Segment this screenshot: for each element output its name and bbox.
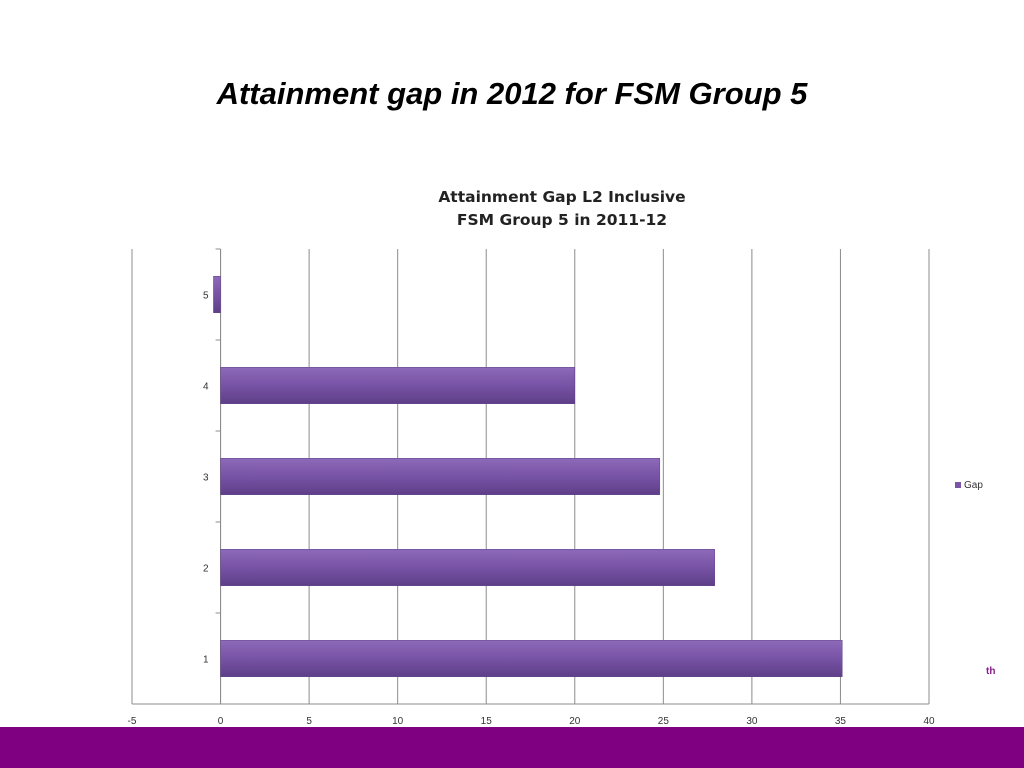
footer-band xyxy=(0,727,1024,768)
legend-label: Gap xyxy=(964,480,983,491)
x-tick-label: 35 xyxy=(835,716,847,727)
chart-title-line-1: Attainment Gap L2 Inclusive xyxy=(438,188,686,206)
y-tick-label: 5 xyxy=(203,291,209,302)
legend-swatch xyxy=(955,482,961,488)
chart-title-line-2: FSM Group 5 in 2011-12 xyxy=(456,211,668,229)
bar-1 xyxy=(220,640,843,677)
bar-2 xyxy=(220,549,715,586)
chart-title: Attainment Gap L2 Inclusive FSM Group 5 … xyxy=(330,186,794,232)
x-tick-label: 30 xyxy=(746,716,758,727)
x-tick-label: 0 xyxy=(218,716,224,727)
x-tick-label: 10 xyxy=(392,716,404,727)
y-tick-label: 3 xyxy=(203,473,209,484)
slide-title: Attainment gap in 2012 for FSM Group 5 xyxy=(216,76,808,111)
x-tick-label: 20 xyxy=(569,716,581,727)
y-tick-label: 1 xyxy=(203,655,209,666)
x-tick-label: 40 xyxy=(923,716,935,727)
footnote-fragment: th xyxy=(986,666,996,677)
bar-3 xyxy=(220,458,661,495)
x-tick-label: 15 xyxy=(481,716,493,727)
bar-5 xyxy=(213,276,221,313)
x-tick-label: -5 xyxy=(128,716,137,727)
y-tick-label: 2 xyxy=(203,564,209,575)
x-tick-label: 25 xyxy=(658,716,670,727)
bar-4 xyxy=(220,367,576,404)
x-tick-label: 5 xyxy=(306,716,312,727)
y-tick-label: 4 xyxy=(203,382,209,393)
